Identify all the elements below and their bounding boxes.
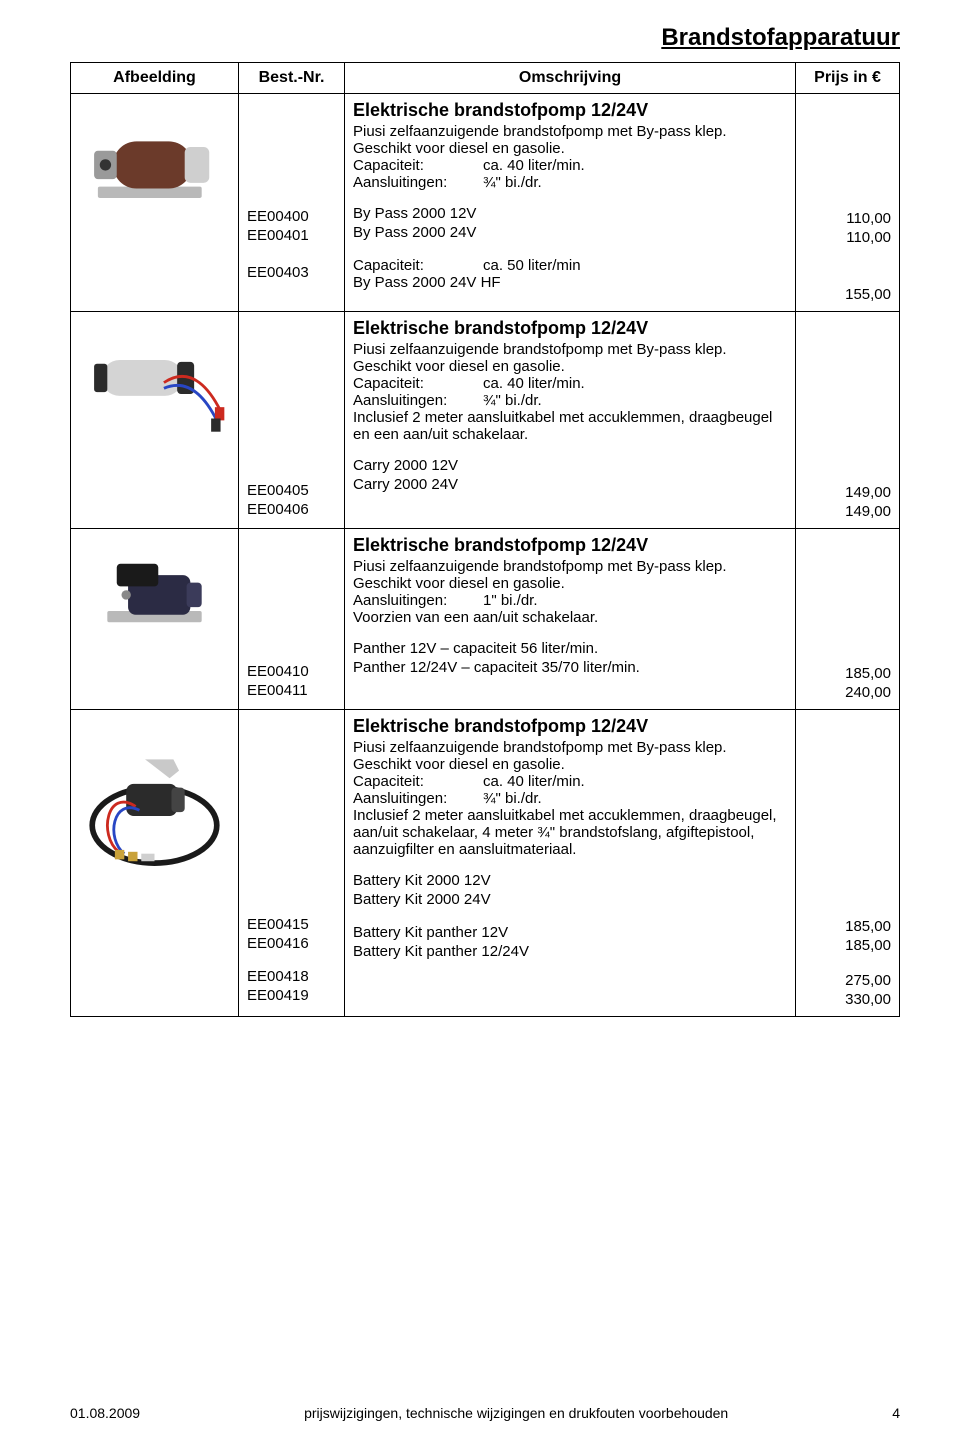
product-image-icon — [79, 100, 230, 230]
part-number: EE00411 — [247, 682, 336, 699]
price: 110,00 — [804, 210, 891, 227]
product-title: Elektrische brandstofpomp 12/24V — [353, 100, 787, 121]
price: 155,00 — [804, 286, 891, 303]
kv-key: Aansluitingen: — [353, 790, 483, 807]
variant-name: Panther 12V – capaciteit 56 liter/min. — [353, 640, 787, 657]
kv-value: ca. 40 liter/min. — [483, 157, 585, 174]
cell-description: Elektrische brandstofpomp 12/24V Piusi z… — [345, 710, 796, 1017]
cell-partno: EE00400 EE00401 EE00403 — [239, 94, 345, 312]
kv-value: ¾" bi./dr. — [483, 174, 542, 191]
part-number: EE00400 — [247, 208, 336, 225]
cell-description: Elektrische brandstofpomp 12/24V Piusi z… — [345, 529, 796, 710]
part-number: EE00415 — [247, 916, 336, 933]
price: 149,00 — [804, 503, 891, 520]
extra-text: Inclusief 2 meter aansluitkabel met accu… — [353, 807, 787, 858]
price: 185,00 — [804, 918, 891, 935]
product-table: Afbeelding Best.-Nr. Omschrijving Prijs … — [70, 62, 900, 1017]
footer-center: prijswijzigingen, technische wijzigingen… — [304, 1405, 728, 1421]
footer-pageno: 4 — [892, 1405, 900, 1421]
cell-partno: EE00415 EE00416 EE00418 EE00419 — [239, 710, 345, 1017]
part-number: EE00418 — [247, 968, 336, 985]
kv-value: ¾" bi./dr. — [483, 790, 542, 807]
variant-name: Panther 12/24V – capaciteit 35/70 liter/… — [353, 659, 787, 676]
desc-line: Geschikt voor diesel en gasolie. — [353, 358, 787, 375]
kv-value: ca. 40 liter/min. — [483, 773, 585, 790]
cell-price: 110,00 110,00 155,00 — [796, 94, 900, 312]
cell-image — [71, 312, 239, 529]
desc-line: Piusi zelfaanzuigende brandstofpomp met … — [353, 341, 787, 358]
price: 110,00 — [804, 229, 891, 246]
cell-image — [71, 710, 239, 1017]
product-title: Elektrische brandstofpomp 12/24V — [353, 318, 787, 339]
variant-name: Battery Kit panther 12V — [353, 924, 787, 941]
kv-value: ¾" bi./dr. — [483, 392, 542, 409]
table-row: EE00410 EE00411 Elektrische brandstofpom… — [71, 529, 900, 710]
page-footer: 01.08.2009 prijswijzigingen, technische … — [70, 1405, 900, 1421]
product-title: Elektrische brandstofpomp 12/24V — [353, 535, 787, 556]
desc-line: Piusi zelfaanzuigende brandstofpomp met … — [353, 558, 787, 575]
cell-image — [71, 529, 239, 710]
cell-price: 185,00 185,00 275,00 330,00 — [796, 710, 900, 1017]
kv-key: Capaciteit: — [353, 257, 483, 274]
page-title: Brandstofapparatuur — [70, 24, 900, 52]
product-image-icon — [79, 716, 230, 896]
part-number: EE00403 — [247, 264, 336, 281]
product-title: Elektrische brandstofpomp 12/24V — [353, 716, 787, 737]
desc-line: Piusi zelfaanzuigende brandstofpomp met … — [353, 739, 787, 756]
desc-line: Geschikt voor diesel en gasolie. — [353, 140, 787, 157]
part-number: EE00405 — [247, 482, 336, 499]
cell-price: 149,00 149,00 — [796, 312, 900, 529]
variant-name: By Pass 2000 12V — [353, 205, 787, 222]
extra-text: Inclusief 2 meter aansluitkabel met accu… — [353, 409, 787, 443]
variant-name: Battery Kit 2000 12V — [353, 872, 787, 889]
cell-description: Elektrische brandstofpomp 12/24V Piusi z… — [345, 312, 796, 529]
kv-key: Capaciteit: — [353, 157, 483, 174]
product-image-icon — [79, 535, 230, 665]
kv-key: Capaciteit: — [353, 773, 483, 790]
price: 149,00 — [804, 484, 891, 501]
kv-key: Aansluitingen: — [353, 392, 483, 409]
th-price: Prijs in € — [796, 63, 900, 94]
desc-line: Piusi zelfaanzuigende brandstofpomp met … — [353, 123, 787, 140]
th-image: Afbeelding — [71, 63, 239, 94]
cell-partno: EE00405 EE00406 — [239, 312, 345, 529]
part-number: EE00410 — [247, 663, 336, 680]
table-row: EE00400 EE00401 EE00403 Elektrische bran… — [71, 94, 900, 312]
product-image-icon — [79, 318, 230, 448]
price: 185,00 — [804, 665, 891, 682]
kv-key: Aansluitingen: — [353, 592, 483, 609]
variant-name: Carry 2000 24V — [353, 476, 787, 493]
price: 275,00 — [804, 972, 891, 989]
table-row: EE00415 EE00416 EE00418 EE00419 Elektris… — [71, 710, 900, 1017]
extra-text: Voorzien van een aan/uit schakelaar. — [353, 609, 787, 626]
variant-name: Battery Kit panther 12/24V — [353, 943, 787, 960]
desc-line: Geschikt voor diesel en gasolie. — [353, 575, 787, 592]
cell-image — [71, 94, 239, 312]
part-number: EE00416 — [247, 935, 336, 952]
price: 185,00 — [804, 937, 891, 954]
part-number: EE00401 — [247, 227, 336, 244]
kv-key: Aansluitingen: — [353, 174, 483, 191]
table-row: EE00405 EE00406 Elektrische brandstofpom… — [71, 312, 900, 529]
cell-description: Elektrische brandstofpomp 12/24V Piusi z… — [345, 94, 796, 312]
variant-name: Carry 2000 12V — [353, 457, 787, 474]
kv-value: 1" bi./dr. — [483, 592, 538, 609]
part-number: EE00419 — [247, 987, 336, 1004]
cell-partno: EE00410 EE00411 — [239, 529, 345, 710]
desc-line: Geschikt voor diesel en gasolie. — [353, 756, 787, 773]
variant-name: By Pass 2000 24V HF — [353, 274, 787, 291]
price: 240,00 — [804, 684, 891, 701]
cell-price: 185,00 240,00 — [796, 529, 900, 710]
kv-value: ca. 40 liter/min. — [483, 375, 585, 392]
kv-value: ca. 50 liter/min — [483, 257, 581, 274]
footer-date: 01.08.2009 — [70, 1405, 140, 1421]
th-partno: Best.-Nr. — [239, 63, 345, 94]
part-number: EE00406 — [247, 501, 336, 518]
variant-name: By Pass 2000 24V — [353, 224, 787, 241]
table-header-row: Afbeelding Best.-Nr. Omschrijving Prijs … — [71, 63, 900, 94]
variant-name: Battery Kit 2000 24V — [353, 891, 787, 908]
kv-key: Capaciteit: — [353, 375, 483, 392]
price: 330,00 — [804, 991, 891, 1008]
th-desc: Omschrijving — [345, 63, 796, 94]
